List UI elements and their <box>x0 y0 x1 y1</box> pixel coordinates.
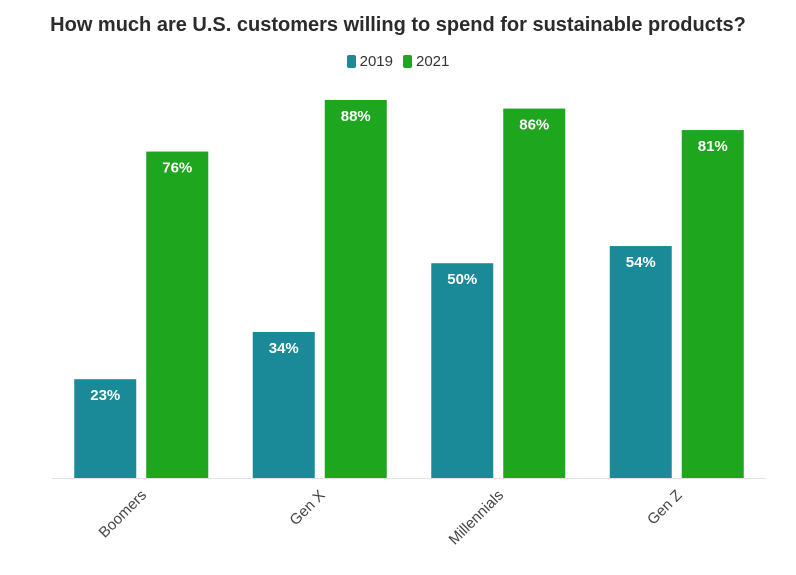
data-label-2021-gen-x: 88% <box>341 108 371 125</box>
bar-2021-millennials[interactable] <box>503 108 566 478</box>
bar-2019-millennials[interactable] <box>431 263 494 478</box>
x-tick-label-millennials: Millennials <box>446 487 508 549</box>
legend-label-2019: 2019 <box>359 53 393 70</box>
legend-swatch-2021 <box>403 55 412 68</box>
bar-2019-boomers[interactable] <box>74 379 137 478</box>
legend-item-2021[interactable]: 2021 <box>403 53 449 70</box>
data-label-2019-boomers: 23% <box>90 387 120 404</box>
bar-2019-gen-z[interactable] <box>609 246 672 478</box>
chart-title: How much are U.S. customers willing to s… <box>50 14 746 36</box>
data-label-2021-boomers: 76% <box>162 160 192 177</box>
bar-2019-gen-x[interactable] <box>252 331 315 478</box>
bar-2021-boomers[interactable] <box>146 151 209 478</box>
x-tick-label-boomers: Boomers <box>96 487 150 541</box>
x-tick-label-gen-x: Gen X <box>286 487 328 529</box>
data-label-2019-gen-x: 34% <box>269 340 299 357</box>
data-label-2021-gen-z: 81% <box>698 138 728 155</box>
data-label-2019-gen-z: 54% <box>626 254 656 271</box>
bar-2021-gen-x[interactable] <box>324 100 387 478</box>
data-label-2019-millennials: 50% <box>447 271 477 288</box>
legend-label-2021: 2021 <box>416 53 450 70</box>
legend: 2019 2021 <box>0 53 796 70</box>
data-label-2021-millennials: 86% <box>519 117 549 134</box>
bar-2021-gen-z[interactable] <box>681 130 744 478</box>
legend-item-2019[interactable]: 2019 <box>346 53 393 70</box>
x-tick-label-gen-z: Gen Z <box>644 487 685 528</box>
legend-swatch-2019 <box>346 55 356 68</box>
